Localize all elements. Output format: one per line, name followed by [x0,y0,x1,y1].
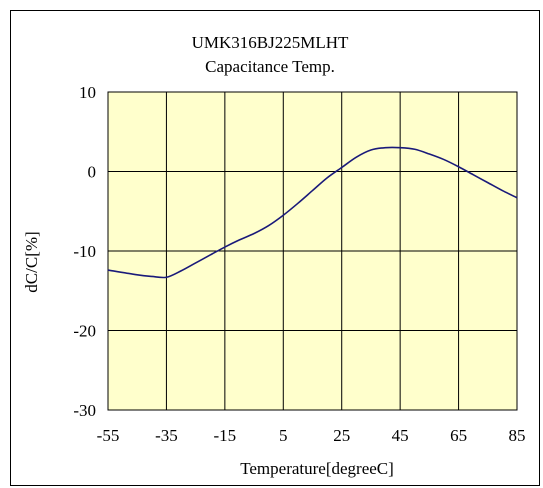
y-tick-label: 10 [79,83,96,102]
x-tick-label: 45 [392,426,409,445]
chart-subtitle: Capacitance Temp. [205,57,335,76]
chart-frame: UMK316BJ225MLHT Capacitance Temp. -55 -35… [10,10,540,486]
x-tick-label: -55 [97,426,120,445]
y-tick-label: -30 [73,401,96,420]
chart-title: UMK316BJ225MLHT [192,33,349,52]
y-tick-label: -20 [73,322,96,341]
x-tick-label: -15 [214,426,237,445]
x-tick-label: 25 [333,426,350,445]
series-layer [107,146,518,279]
y-tick-label: -10 [73,242,96,261]
y-axis-label: dC/C[%] [22,231,41,292]
tick-labels: -55 -35 -15 5 25 45 65 85 10 0 -10 -20 -30 [73,83,525,445]
x-axis-label: Temperature[degreeC] [240,459,394,478]
x-tick-label: -35 [155,426,178,445]
x-tick-label: 5 [279,426,288,445]
x-tick-label: 65 [450,426,467,445]
y-tick-label: 0 [88,163,97,182]
x-tick-label: 85 [509,426,526,445]
series-line [107,146,518,279]
capacitance-temperature-chart: UMK316BJ225MLHT Capacitance Temp. -55 -35… [22,33,526,478]
grid-lines [107,91,518,411]
